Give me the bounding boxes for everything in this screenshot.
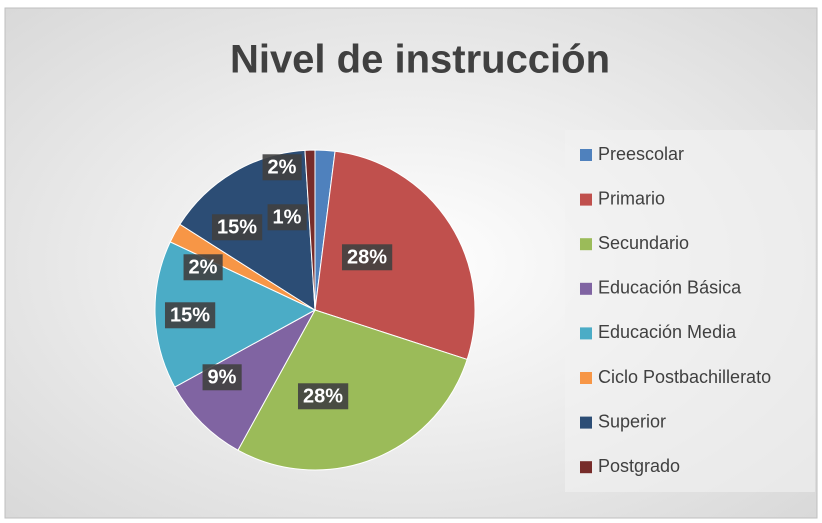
data-label-box: [183, 254, 223, 281]
data-label-box: [262, 154, 302, 181]
legend-swatch: [580, 461, 592, 474]
legend-label: Postgrado: [598, 456, 680, 476]
data-label: 15%: [170, 304, 210, 326]
legend-box: [565, 130, 815, 492]
data-label: 28%: [303, 385, 343, 407]
data-label-box: [164, 302, 216, 329]
legend-swatch: [580, 416, 592, 429]
legend-swatch: [580, 327, 592, 340]
data-label-box: [267, 204, 307, 231]
data-label-box: [297, 383, 349, 410]
legend-label: Primario: [598, 188, 665, 208]
data-label: 2%: [268, 156, 297, 178]
data-label: 15%: [217, 216, 257, 238]
legend-swatch: [580, 193, 592, 206]
data-label-box: [341, 244, 393, 271]
data-label: 28%: [347, 246, 387, 268]
data-label: 9%: [208, 366, 237, 388]
legend-swatch: [580, 372, 592, 384]
data-label: 1%: [273, 206, 302, 228]
legend-swatch: [580, 149, 592, 161]
legend-swatch: [580, 282, 592, 295]
data-label-box: [202, 364, 242, 391]
data-label-box: [211, 214, 263, 241]
pie-slice: [314, 150, 476, 361]
legend-label: Preescolar: [598, 144, 684, 164]
legend-label: Educación Básica: [598, 278, 742, 298]
chart-title: Nivel de instrucción: [230, 38, 610, 82]
legend-label: Superior: [598, 411, 666, 431]
legend-label: Ciclo Postbachillerato: [598, 367, 771, 387]
pie-slice: [237, 309, 468, 471]
legend-label: Secundario: [598, 233, 689, 253]
legend-swatch: [580, 238, 592, 251]
legend-label: Educación Media: [598, 322, 737, 342]
pie-slice: [304, 149, 316, 311]
pie-slice: [174, 308, 317, 451]
data-label: 2%: [189, 256, 218, 278]
